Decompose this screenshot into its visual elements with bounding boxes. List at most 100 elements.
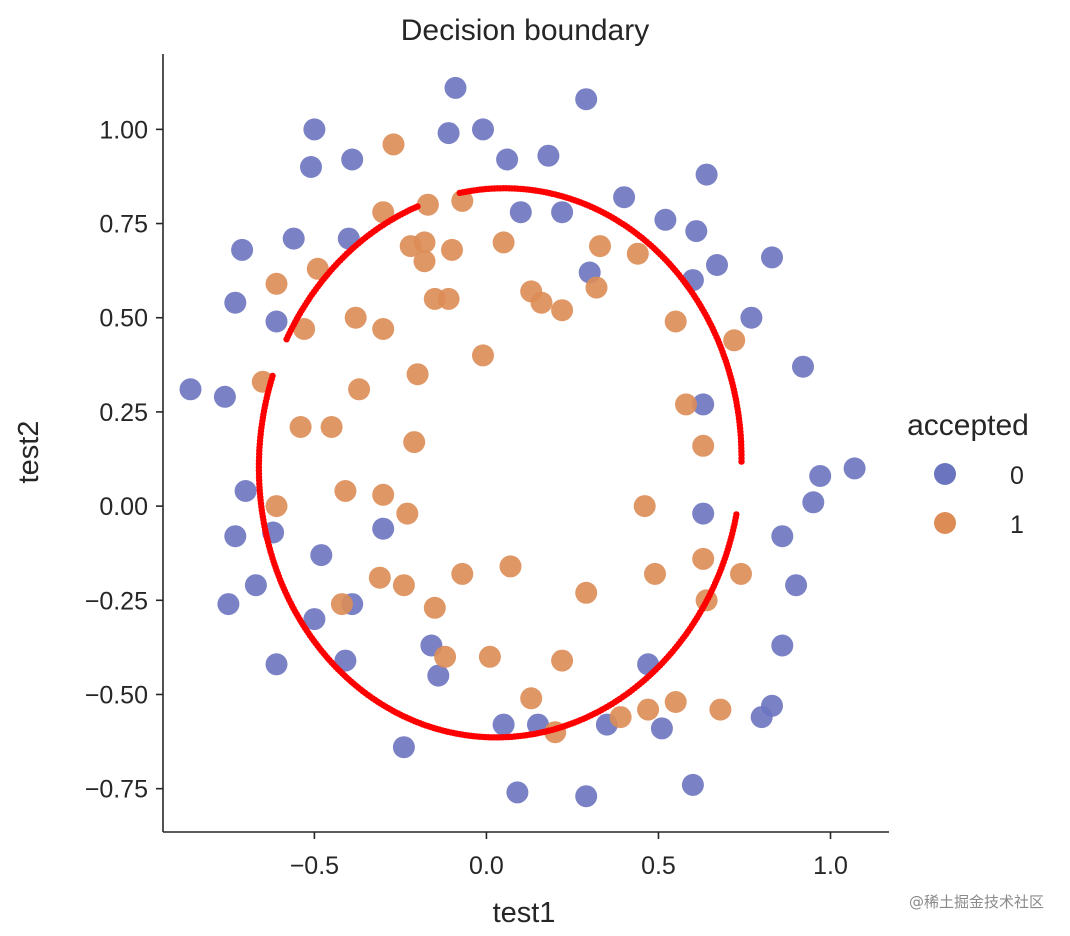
point-class-1 [265,272,288,295]
point-class-0 [224,525,247,548]
point-class-1 [709,698,732,721]
point-class-1 [372,318,395,340]
y-tick-label: 0.50 [99,305,148,333]
point-class-0 [224,291,247,314]
point-class-1 [403,431,426,454]
point-class-0 [265,310,288,333]
point-class-1 [575,581,598,604]
boundary-point [733,511,740,518]
point-class-1 [306,257,329,280]
point-class-0 [341,148,364,171]
point-class-0 [300,156,322,178]
point-class-1 [334,480,357,502]
y-tick-label: 0.00 [99,493,148,521]
point-class-0 [802,491,825,514]
point-class-1 [644,562,666,585]
point-class-1 [499,555,522,578]
x-tick-label: −0.5 [290,852,339,880]
point-class-0 [234,480,257,502]
point-class-1 [330,593,353,616]
point-class-1 [423,596,446,619]
decision-boundary-curve [255,185,745,741]
point-class-1 [520,687,543,710]
point-class-0 [843,457,866,480]
point-class-0 [179,378,202,401]
point-class-0 [217,593,240,616]
point-class-1 [396,502,419,525]
axes [162,54,889,833]
point-class-1 [413,231,436,254]
boundary-point [456,189,463,197]
point-class-1 [372,483,395,506]
legend-label-class-0: 0 [1010,462,1024,490]
point-class-1 [609,706,632,729]
boundary-point [283,336,290,343]
point-class-0 [771,634,794,657]
point-class-0 [740,306,763,329]
point-class-0 [761,246,783,269]
point-class-1 [368,566,391,589]
point-class-0 [575,88,598,111]
point-class-1 [265,495,288,518]
legend-marker-class-1 [934,512,956,534]
point-class-0 [472,118,494,141]
legend-label-class-1: 1 [1010,511,1024,539]
point-class-0 [706,254,728,276]
x-tick-label: 0.5 [641,852,676,880]
point-class-1 [664,691,687,713]
point-class-0 [695,163,718,186]
point-class-1 [392,574,415,597]
point-class-1 [320,416,343,438]
y-tick-label: 0.25 [99,399,148,427]
point-class-1 [437,287,460,310]
point-class-1 [589,235,611,258]
point-class-0 [496,148,519,171]
point-class-1 [348,378,371,401]
legend-title: accepted [907,409,1029,442]
point-class-1 [413,250,436,273]
point-class-0 [685,220,708,243]
point-class-1 [434,645,457,668]
point-class-1 [692,547,715,570]
point-class-0 [265,653,288,676]
point-class-1 [478,645,501,668]
point-class-0 [427,664,450,687]
point-class-0 [692,502,715,525]
point-class-0 [244,574,267,597]
point-class-0 [303,118,326,141]
x-tick-label: 0.0 [469,852,504,880]
legend: accepted 0 1 [907,409,1029,539]
point-class-1 [472,344,494,367]
point-class-1 [293,318,316,340]
point-class-0 [334,649,357,672]
legend-marker-class-0 [934,463,956,485]
point-class-0 [654,208,677,231]
point-class-0 [437,122,460,145]
point-class-1 [585,276,608,299]
point-class-1 [451,562,474,585]
point-class-0 [771,525,794,548]
point-class-0 [444,76,467,99]
point-class-0 [650,717,673,740]
y-tick-label: −0.75 [85,776,148,804]
y-tick-label: 0.75 [99,211,148,239]
point-class-1 [626,242,649,265]
point-class-0 [392,736,415,759]
point-class-1 [372,201,395,224]
watermark-text: @稀土掘金技术社区 [908,893,1044,911]
point-class-0 [575,785,598,808]
point-class-1 [551,649,574,672]
point-class-0 [551,201,574,224]
point-class-1 [382,133,405,156]
point-class-1 [551,299,574,322]
point-class-0 [692,393,715,416]
chart-title: Decision boundary [401,14,649,47]
ticks: −0.5 0.0 0.5 1.0 1.00 0.75 0.50 0.25 0.00 −0.25 −0… [85,116,848,880]
point-class-1 [406,363,429,386]
y-tick-label: −0.50 [85,681,148,709]
point-class-0 [809,465,832,487]
point-class-1 [723,329,746,352]
point-class-1 [416,193,439,216]
point-class-1 [730,562,752,585]
point-class-0 [492,713,515,736]
